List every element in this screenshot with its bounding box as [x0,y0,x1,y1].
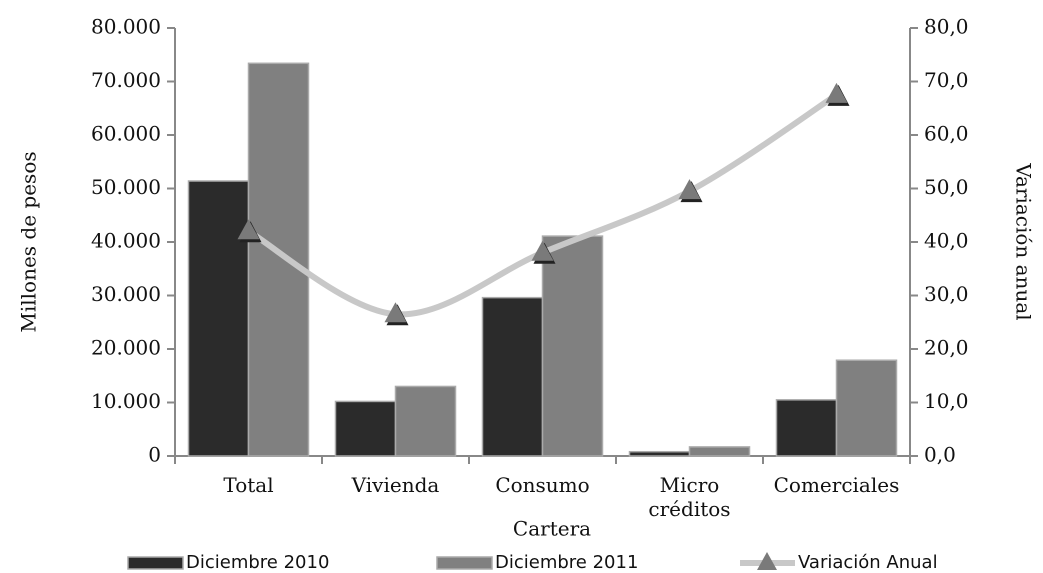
bar [688,446,751,457]
y-tick-label: 0 [148,443,161,467]
y-tick-label: 50.000 [91,175,161,199]
legend-swatch [127,556,184,570]
y-axis-title: Millones de pesos [17,151,41,332]
x-tick-label: Micro créditos [648,473,731,521]
marker [825,82,848,103]
y2-tick-label: 20,0 [924,336,969,360]
y2-tick-label: 40,0 [924,229,969,253]
y-tick-label: 20.000 [91,336,161,360]
y2-tick-label: 80,0 [924,15,969,39]
bar [187,180,250,457]
x-tick-label: Vivienda [351,473,440,497]
bar [775,399,838,457]
y-tick-label: 40.000 [91,229,161,253]
y-tick-label: 60.000 [91,122,161,146]
x-tick-label: Consumo [495,473,590,497]
marker [678,179,701,200]
y-tick-label: 10.000 [91,389,161,413]
x-tick-label: Total [223,473,274,497]
bar [481,296,544,457]
bar [628,450,691,457]
y2-tick-label: 50,0 [924,175,969,199]
y2-tick-label: 60,0 [924,122,969,146]
legend-swatch [436,556,493,570]
legend-label: Variación Anual [798,552,938,573]
bar [334,400,397,457]
x-tick-label: Comerciales [773,473,900,497]
y-tick-label: 30.000 [91,282,161,306]
legend-label: Diciembre 2010 [186,552,329,573]
legend-label: Diciembre 2011 [495,552,638,573]
y-tick-label: 80.000 [91,15,161,39]
x-axis-title: Cartera [513,517,591,541]
y2-axis-title: Variación anual [1012,162,1036,320]
bar [541,235,604,457]
y2-tick-label: 10,0 [924,389,969,413]
y2-tick-label: 0,0 [924,443,956,467]
y2-tick-label: 30,0 [924,282,969,306]
marker [237,219,260,240]
y-tick-label: 70.000 [91,68,161,92]
bar [247,62,310,457]
marker [384,302,407,323]
y2-tick-label: 70,0 [924,68,969,92]
marker [531,240,554,261]
legend-marker [757,552,777,570]
bar [394,385,457,457]
bar [835,359,898,457]
